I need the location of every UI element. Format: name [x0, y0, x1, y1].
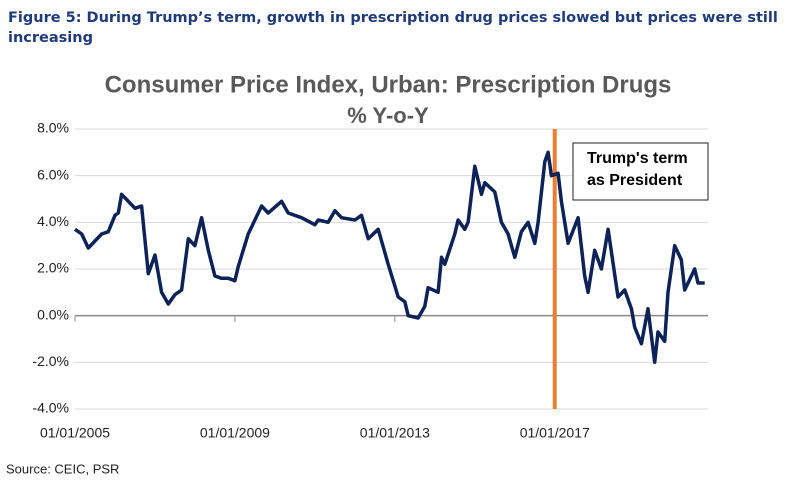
y-tick-label: 4.0% — [37, 213, 69, 229]
y-tick-label: 6.0% — [37, 166, 69, 182]
x-tick-label: 01/01/2013 — [360, 425, 430, 441]
x-tick-label: 01/01/2005 — [40, 425, 110, 441]
figure-caption: Figure 5: During Trump’s term, growth in… — [8, 10, 778, 46]
y-tick-label: -4.0% — [32, 400, 69, 416]
annotation-text: as President — [587, 172, 683, 189]
y-tick-label: 0.0% — [37, 306, 69, 322]
x-tick-label: 01/01/2017 — [520, 425, 590, 441]
y-tick-label: 2.0% — [37, 260, 69, 276]
chart-subtitle: % Y-o-Y — [347, 103, 429, 128]
chart-title: Consumer Price Index, Urban: Prescriptio… — [105, 71, 672, 98]
source-note: Source: CEIC, PSR — [6, 461, 119, 476]
annotation-text: Trump's term — [587, 150, 688, 167]
x-tick-label: 01/01/2009 — [200, 425, 270, 441]
annotation-box — [572, 142, 709, 201]
y-tick-label: -2.0% — [32, 353, 69, 369]
data-line — [73, 150, 705, 365]
y-tick-label: 8.0% — [37, 120, 69, 136]
